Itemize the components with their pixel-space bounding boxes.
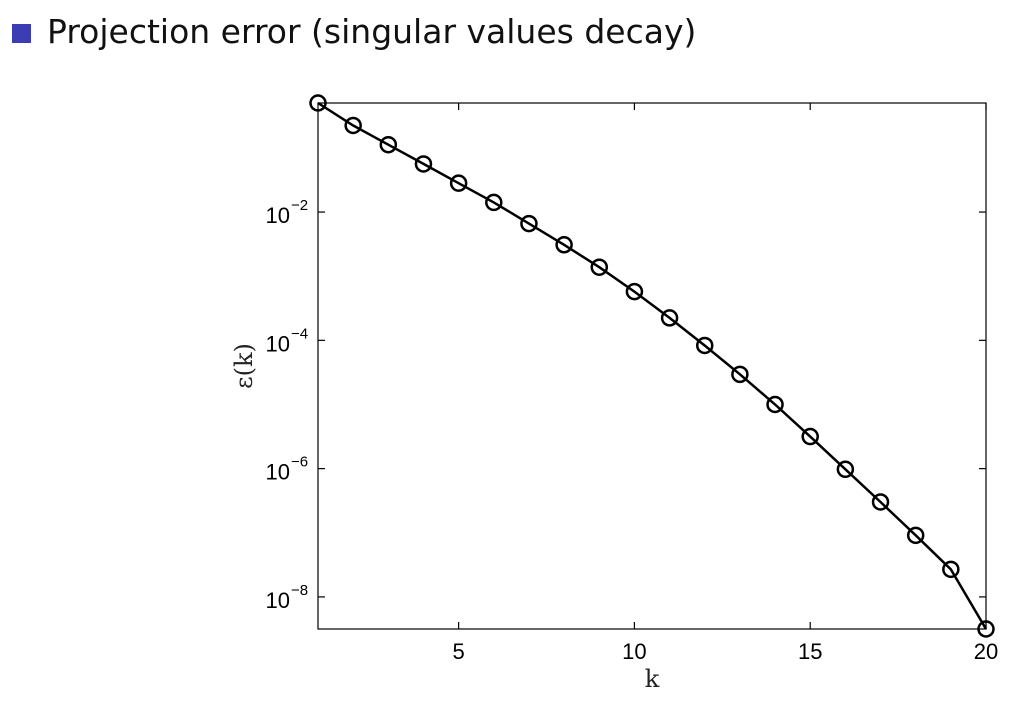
data-point-marker — [344, 116, 362, 135]
y-tick-label: 10 — [266, 460, 290, 485]
bullet-square-icon — [12, 23, 31, 43]
data-point-marker — [449, 174, 468, 192]
x-tick-label: 10 — [622, 639, 646, 664]
y-axis-label: ε(k) — [230, 343, 258, 389]
data-point-marker — [801, 427, 819, 446]
y-tick-label: 10 — [266, 331, 290, 356]
x-tick-label: 15 — [798, 639, 822, 664]
y-tick-exponent: −8 — [291, 582, 308, 599]
data-point-marker — [906, 526, 925, 545]
y-tick-exponent: −4 — [291, 325, 308, 342]
y-tick-label: 10 — [266, 203, 290, 228]
data-point-marker — [414, 155, 433, 173]
data-point-marker — [942, 560, 960, 579]
data-point-marker — [625, 282, 644, 301]
y-tick-exponent: −6 — [291, 454, 308, 471]
slide-bullet: Projection error (singular values decay) — [12, 6, 696, 56]
x-tick-label: 5 — [453, 639, 465, 664]
data-point-marker — [836, 460, 855, 479]
data-point-marker — [555, 236, 573, 254]
bullet-text: Projection error (singular values decay) — [47, 11, 697, 51]
data-point-marker — [309, 94, 327, 112]
data-point-marker — [379, 135, 398, 154]
data-point-marker — [731, 365, 749, 384]
y-tick-exponent: −2 — [291, 197, 308, 214]
data-point-marker — [977, 620, 995, 638]
data-point-marker — [590, 258, 609, 276]
y-tick-label: 10 — [266, 588, 290, 613]
data-point-marker — [520, 214, 538, 233]
data-point-marker — [871, 493, 890, 511]
plot-frame — [317, 102, 987, 630]
data-point-marker — [695, 336, 714, 355]
x-tick-label: 20 — [974, 639, 998, 664]
data-point-marker — [766, 395, 784, 414]
series-line — [317, 101, 988, 630]
data-point-marker — [485, 193, 503, 212]
data-point-marker — [660, 309, 679, 327]
x-axis-label: k — [645, 665, 660, 693]
